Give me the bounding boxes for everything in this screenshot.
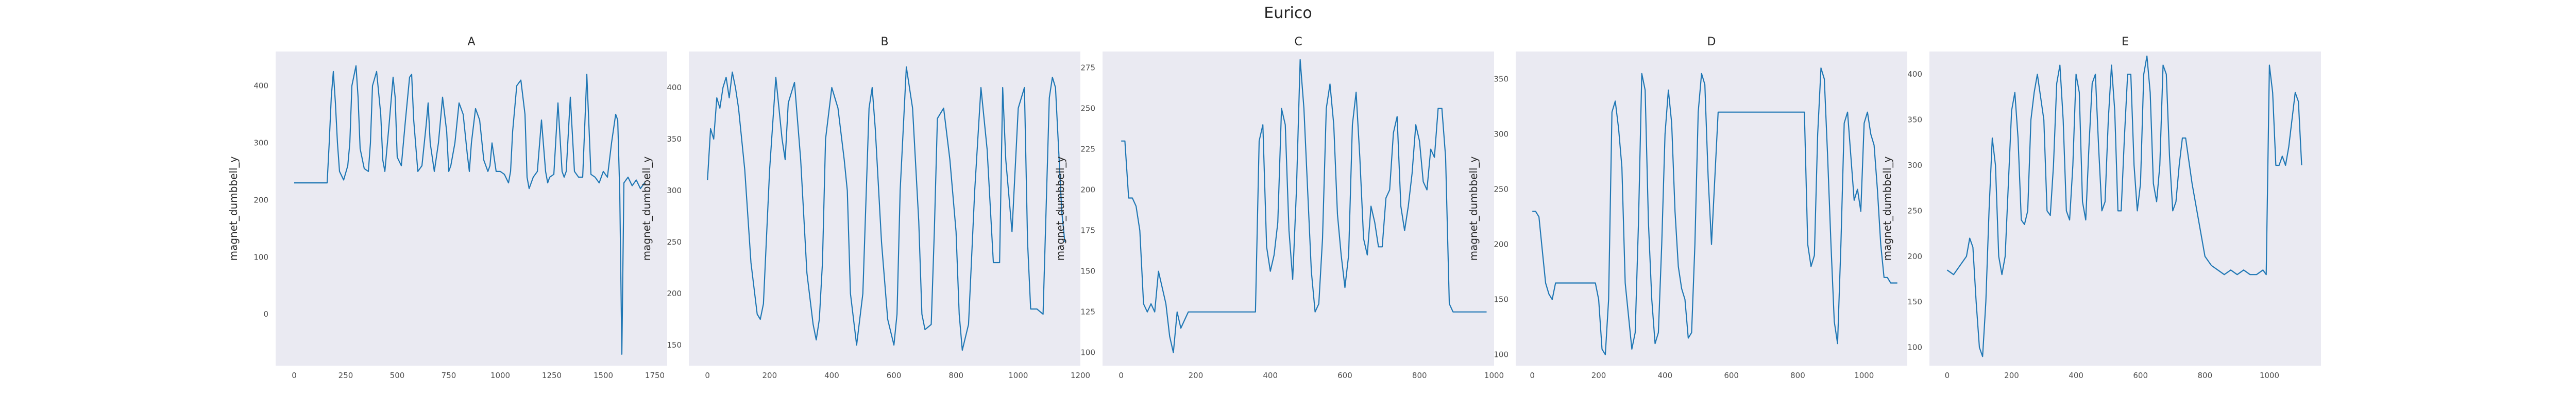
y-tick-label: 250 [1080,104,1095,113]
x-tick-label: 600 [2133,371,2148,380]
y-tick-label: 200 [1907,252,1922,261]
y-tick-label: 200 [667,289,682,298]
x-tick-label: 1750 [645,371,665,380]
y-tick-label: 150 [667,340,682,350]
x-tick-label: 400 [1263,371,1278,380]
y-axis-label-c: magnet_dumbbell_y [1054,156,1066,261]
series-line-c [1121,59,1487,353]
x-tick-label: 400 [2069,371,2083,380]
x-tick-label: 0 [1118,371,1124,380]
y-tick-label: 225 [1080,145,1095,154]
x-tick-label: 200 [1591,371,1606,380]
x-tick-label: 1000 [2260,371,2279,380]
panel-title-a: A [467,36,475,48]
x-tick-label: 0 [292,371,297,380]
x-tick-label: 200 [1189,371,1204,380]
x-tick-label: 800 [1412,371,1427,380]
x-tick-label: 1000 [1854,371,1874,380]
x-tick-label: 500 [390,371,405,380]
y-tick-label: 300 [253,138,268,147]
y-axis-label-d: magnet_dumbbell_y [1467,156,1480,261]
x-tick-label: 0 [1530,371,1535,380]
plot-area-c [1103,52,1494,366]
y-tick-label: 200 [253,195,268,204]
x-tick-label: 400 [824,371,839,380]
y-tick-label: 400 [253,81,268,91]
x-tick-label: 800 [1790,371,1805,380]
plot-area-d [1516,52,1907,366]
y-axis-label-e: magnet_dumbbell_y [1881,156,1893,261]
y-tick-label: 100 [1080,348,1095,357]
y-axis-label-a: magnet_dumbbell_y [227,156,240,261]
y-tick-label: 250 [1494,185,1509,194]
series-line-a [294,65,645,355]
series-line-e [1946,55,2302,357]
y-tick-label: 275 [1080,63,1095,73]
x-tick-label: 600 [1724,371,1739,380]
y-tick-label: 100 [1494,350,1509,359]
y-tick-label: 200 [1494,240,1509,249]
plot-area-b [689,52,1080,366]
x-tick-label: 1200 [1071,371,1090,380]
y-tick-label: 400 [1907,70,1922,79]
panel-title-d: D [1707,36,1716,48]
y-tick-label: 350 [1494,75,1509,84]
y-tick-label: 300 [1907,161,1922,170]
y-tick-label: 400 [667,83,682,92]
y-tick-label: 300 [667,186,682,195]
x-tick-label: 1000 [1484,371,1504,380]
y-tick-label: 150 [1494,295,1509,304]
y-tick-label: 100 [1907,343,1922,352]
x-tick-label: 0 [705,371,710,380]
x-tick-label: 200 [2004,371,2019,380]
x-tick-label: 250 [338,371,353,380]
plot-area-a [276,52,667,366]
y-tick-label: 250 [667,237,682,247]
x-tick-label: 200 [762,371,777,380]
panel-title-c: C [1294,36,1302,48]
y-tick-label: 250 [1907,206,1922,215]
x-tick-label: 1250 [542,371,562,380]
x-tick-label: 800 [948,371,963,380]
y-tick-label: 150 [1080,267,1095,276]
y-tick-label: 100 [253,252,268,262]
x-tick-label: 600 [887,371,902,380]
y-tick-label: 350 [1907,115,1922,125]
y-tick-label: 175 [1080,226,1095,235]
y-tick-label: 300 [1494,130,1509,139]
x-tick-label: 400 [1658,371,1673,380]
x-tick-label: 0 [1945,371,1950,380]
figure-title: Eurico [1264,4,1312,22]
y-tick-label: 150 [1907,297,1922,306]
panel-title-e: E [2122,36,2129,48]
x-tick-label: 1000 [490,371,510,380]
x-tick-label: 750 [442,371,456,380]
y-tick-label: 200 [1080,185,1095,195]
y-tick-label: 125 [1080,307,1095,317]
y-tick-label: 0 [263,310,268,319]
series-line-d [1532,67,1897,355]
y-axis-label-b: magnet_dumbbell_y [640,156,653,261]
panel-title-b: B [880,36,888,48]
series-line-b [707,66,1065,351]
x-tick-label: 600 [1337,371,1352,380]
x-tick-label: 800 [2197,371,2212,380]
y-tick-label: 350 [667,134,682,144]
plot-area-e [1929,52,2321,366]
x-tick-label: 1000 [1008,371,1028,380]
x-tick-label: 1500 [594,371,613,380]
